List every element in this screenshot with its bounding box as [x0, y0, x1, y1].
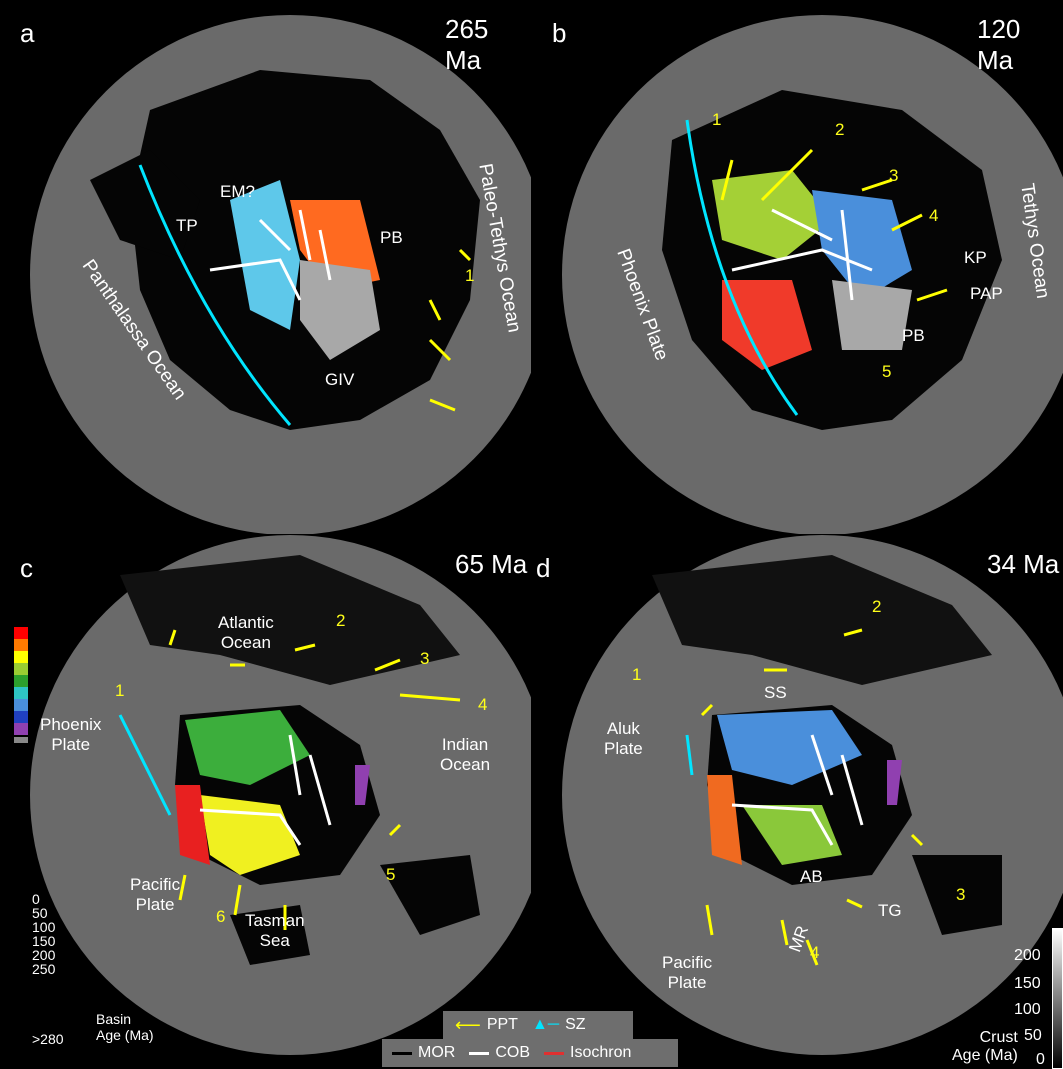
- ppt-number: 6: [216, 907, 226, 926]
- isochron-line-icon: [544, 1051, 564, 1055]
- globe-c: [30, 535, 531, 1055]
- panel-age: 120 Ma: [977, 14, 1021, 75]
- globe-b: [562, 15, 1063, 534]
- basin-tick: >280: [32, 1031, 64, 1047]
- globe-a: [30, 15, 531, 534]
- legend-cob: COB: [495, 1044, 530, 1061]
- panel-letter: c: [20, 553, 33, 583]
- basin-tick: 100: [32, 919, 56, 935]
- ppt-number: 1: [632, 665, 642, 684]
- panel-letter: a: [20, 18, 35, 48]
- basin-legend-title: Basin Age (Ma): [96, 1011, 154, 1043]
- ppt-number: 5: [386, 865, 396, 884]
- crust-tick: 0: [1036, 1051, 1045, 1068]
- ppt-number: 5: [882, 362, 892, 381]
- panel-b: b 120 Ma 1 2 3 4 5 KP PAP PB Phoenix Pla…: [532, 0, 1063, 534]
- label-tasman-sea: Tasman Sea: [245, 911, 305, 950]
- sz-line-icon: ▲─: [531, 1016, 560, 1033]
- legend-mor: MOR: [418, 1044, 456, 1061]
- label-tg: TG: [878, 901, 902, 920]
- legend-ppt: PPT: [486, 1016, 518, 1033]
- ppt-number: 1: [115, 681, 125, 700]
- label-ss: SS: [764, 683, 787, 702]
- label-em: EM?: [220, 182, 255, 201]
- panel-age: 65 Ma: [455, 549, 528, 579]
- basin-tick: 0: [32, 891, 40, 907]
- basin-tick: 200: [32, 947, 56, 963]
- ppt-number: 3: [889, 166, 899, 185]
- ppt-number: 3: [956, 885, 966, 904]
- panel-a: a 265 Ma TP EM? PB GIV 1 Panthalassa Oce…: [0, 0, 531, 534]
- legend-sz: SZ: [565, 1016, 586, 1033]
- ppt-number: 2: [835, 120, 845, 139]
- line-legend-top: ⟵ PPT ▲─ SZ: [443, 1011, 633, 1039]
- ppt-number: 4: [478, 695, 488, 714]
- panel-age: 34 Ma: [987, 549, 1060, 579]
- ppt-number: 4: [810, 943, 820, 962]
- ppt-number: 2: [872, 597, 882, 616]
- label-ab: AB: [800, 867, 823, 886]
- label-indian-ocean: Indian Ocean: [440, 735, 491, 774]
- basin-tick: 50: [32, 905, 48, 921]
- crust-tick: 150: [1014, 975, 1041, 992]
- ppt-number: 3: [420, 649, 430, 668]
- label-pacific-plate: Pacific Plate: [662, 953, 713, 992]
- cob-line-icon: [469, 1051, 490, 1055]
- ppt-arrow-icon: ⟵: [455, 1014, 481, 1035]
- mor-line-icon: [392, 1051, 412, 1055]
- panel-age: 265 Ma: [445, 14, 489, 75]
- label-kp: KP: [964, 248, 987, 267]
- legend-isochron: Isochron: [570, 1044, 632, 1061]
- line-legend-bottom: MOR COB Isochron: [382, 1039, 678, 1067]
- basin-tick: 250: [32, 961, 56, 977]
- ppt-number: 2: [336, 611, 346, 630]
- panel-letter: d: [536, 553, 551, 583]
- crust-tick: 100: [1014, 1001, 1041, 1018]
- crust-legend-title: Crust Age (Ma): [952, 1029, 1018, 1064]
- label-atlantic-ocean: Atlantic Ocean: [218, 613, 274, 652]
- crust-tick: 50: [1024, 1027, 1042, 1044]
- panel-c: c 65 Ma Atlantic Ocean Phoenix Plate Ind…: [0, 535, 531, 1069]
- label-pb: PB: [902, 326, 925, 345]
- label-giv: GIV: [325, 370, 355, 389]
- label-pap: PAP: [970, 284, 1003, 303]
- label-pacific-plate: Pacific Plate: [130, 875, 181, 914]
- label-phoenix-plate: Phoenix Plate: [40, 715, 102, 754]
- ppt-number: 1: [465, 266, 475, 285]
- panel-d: d 34 Ma SS Aluk Plate AB MR TG Pacific P…: [532, 535, 1063, 1069]
- panel-letter: b: [552, 18, 567, 48]
- globe-d: [562, 535, 1063, 1055]
- label-tp: TP: [176, 216, 198, 235]
- crust-tick: 200: [1014, 947, 1041, 964]
- label-aluk-plate: Aluk Plate: [604, 719, 643, 758]
- ppt-number: 4: [929, 206, 939, 225]
- ppt-number: 1: [712, 110, 722, 129]
- basin-tick: 150: [32, 933, 56, 949]
- label-pb: PB: [380, 228, 403, 247]
